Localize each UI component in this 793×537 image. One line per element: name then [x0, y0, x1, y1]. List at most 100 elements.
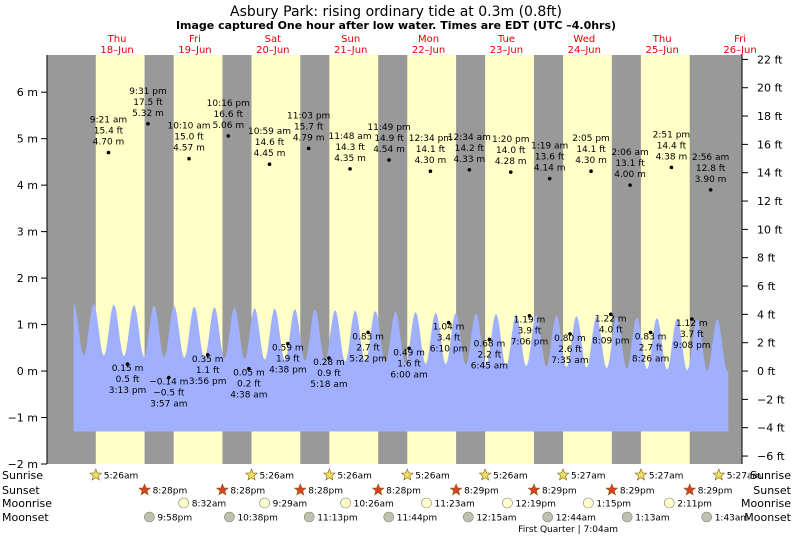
extreme-m: 1.19 m	[514, 316, 546, 326]
extreme-time: 10:59 am	[248, 127, 291, 137]
extreme-m: 0.83 m	[635, 332, 667, 342]
extreme-ft: 14.2 ft	[455, 144, 485, 154]
moonset-time: 12:44am	[556, 514, 596, 524]
extreme-time: 2:05 pm	[572, 134, 610, 144]
moonrise-time: 11:23am	[435, 500, 475, 510]
moonset-moon-icon	[463, 511, 474, 523]
extreme-m: 0.05 m	[233, 369, 265, 379]
sunrise-star-icon	[322, 468, 336, 481]
extreme-ft: 1.6 ft	[397, 359, 421, 369]
sunset-time: 8:29pm	[620, 487, 655, 497]
sunset-star-icon	[449, 483, 463, 496]
high-tide-point	[669, 165, 674, 170]
sunset-time: 8:29pm	[542, 487, 577, 497]
extreme-m: 1.12 m	[676, 319, 708, 329]
low-tide-point	[690, 317, 694, 321]
low-tide-point	[205, 352, 210, 357]
high-tide-point	[187, 156, 191, 161]
extreme-ft: 1.1 ft	[196, 366, 220, 376]
extreme-m: 0.35 m	[192, 355, 224, 365]
extreme-ft: 2.6 ft	[558, 345, 582, 355]
moon-phase-label: First Quarter | 7:04am	[518, 525, 618, 535]
moonrise-moon-icon	[663, 497, 675, 509]
extreme-m: 4.14 m	[534, 164, 566, 174]
moonrise-moon-icon	[502, 497, 513, 509]
sunset-star-icon	[527, 483, 541, 496]
extreme-time: 1:20 pm	[492, 135, 530, 145]
extreme-m: 0.83 m	[352, 332, 384, 342]
day-label-dow: Thu	[652, 34, 672, 45]
extreme-m: 4.70 m	[93, 138, 125, 148]
extreme-ft: 13.1 ft	[615, 159, 645, 169]
extreme-ft: 3.9 ft	[518, 327, 542, 337]
moonset-moon-icon	[144, 511, 155, 523]
day-label-date: 22–Jun	[412, 45, 445, 56]
extreme-m: 4.57 m	[173, 144, 205, 154]
sunrise-time: 5:26am	[493, 472, 528, 482]
left-tick-label: 0 m	[17, 365, 38, 378]
sunrise-star-icon	[556, 468, 570, 481]
chart-axes: 6 m 5 m 4 m 3 m 2 m 1 m 0 m −1 m −2 m 22 ft 20 ft 1…	[8, 53, 786, 471]
sunrise-time: 5:26am	[104, 472, 139, 482]
extreme-m: 4.54 m	[373, 145, 405, 155]
extreme-ft: 17.5 ft	[133, 98, 163, 108]
sunrise-time: 5:26am	[260, 472, 295, 482]
extreme-ft: 15.7 ft	[294, 122, 324, 132]
day-label-date: 26–Jun	[723, 45, 756, 56]
extreme-ft: 3.7 ft	[680, 330, 704, 340]
day-label-dow: Mon	[418, 34, 439, 45]
low-tide-point	[608, 312, 613, 317]
moonset-time: 11:13pm	[317, 514, 357, 524]
right-tick-label: −6 ft	[757, 450, 785, 463]
day-label-date: 24–Jun	[568, 45, 601, 56]
moonrise-time: 10:26am	[354, 500, 394, 510]
day-label-dow: Wed	[573, 34, 595, 45]
right-tick-label: 18 ft	[757, 110, 783, 123]
extreme-m: 0.80 m	[554, 334, 586, 344]
low-tide-point	[286, 341, 290, 346]
high-tide-point	[106, 150, 111, 155]
extreme-time: 2:56 am	[692, 153, 729, 163]
moonset-time: 1:13am	[635, 514, 670, 524]
extreme-time: 6:45 am	[471, 361, 508, 371]
extreme-m: 0.59 m	[272, 344, 304, 354]
high-tide-point	[589, 169, 593, 173]
sunrise-star-icon	[245, 468, 258, 481]
right-tick-label: 22 ft	[757, 53, 783, 66]
moonset-moon-icon	[224, 511, 235, 523]
extreme-time: 8:26 am	[632, 354, 669, 364]
moonrise-moon-icon	[421, 497, 432, 509]
extreme-time: 3:13 pm	[109, 386, 147, 396]
day-label-dow: Sun	[341, 34, 360, 45]
astro-row-label-right: Sunrise	[750, 469, 791, 482]
extreme-m: 5.32 m	[132, 109, 164, 119]
sunset-time: 8:28pm	[386, 487, 421, 497]
sunrise-star-icon	[400, 468, 414, 481]
high-tide-point	[348, 167, 352, 171]
extreme-ft: 14.9 ft	[374, 134, 404, 144]
extreme-ft: 1.9 ft	[276, 355, 300, 365]
extreme-ft: −0.5 ft	[153, 389, 185, 399]
extreme-ft: 16.6 ft	[214, 110, 244, 120]
moonrise-moon-icon	[178, 497, 189, 509]
right-tick-label: −4 ft	[757, 422, 785, 435]
extreme-ft: 12.8 ft	[696, 164, 726, 174]
extreme-time: 10:10 am	[167, 122, 210, 132]
astro-row-label-right: Sunset	[753, 484, 791, 497]
day-label-date: 25–Jun	[646, 45, 679, 56]
extreme-m: 4.35 m	[334, 154, 366, 164]
day-label-dow: Thu	[107, 34, 127, 45]
extreme-m: 4.33 m	[454, 155, 486, 165]
right-tick-label: 0 ft	[757, 365, 776, 378]
extreme-time: 5:18 am	[310, 380, 347, 390]
extreme-time: 9:31 pm	[129, 87, 167, 97]
extreme-m: 4.30 m	[415, 156, 447, 166]
low-tide-point	[247, 366, 251, 371]
day-labels: Thu18–JunFri19–JunSat20–JunSun21–JunMon2…	[100, 34, 756, 56]
left-tick-label: 3 m	[17, 226, 38, 239]
extreme-ft: 14.1 ft	[576, 145, 606, 155]
day-label-date: 19–Jun	[178, 45, 211, 56]
left-tick-label: 2 m	[17, 272, 38, 285]
low-tide-point	[125, 362, 130, 366]
right-tick-label: 4 ft	[757, 308, 776, 321]
